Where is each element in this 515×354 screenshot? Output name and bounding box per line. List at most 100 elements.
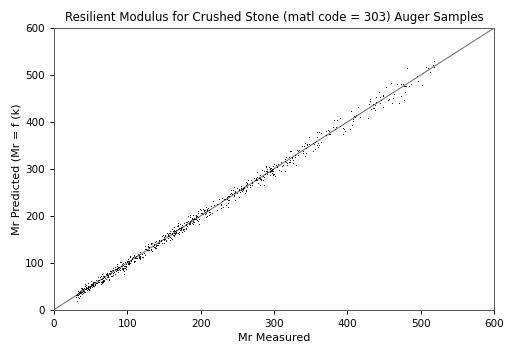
- Point: [160, 234, 168, 240]
- Point: [400, 83, 408, 88]
- Point: [188, 212, 197, 218]
- Point: [140, 250, 148, 256]
- Point: [99, 279, 107, 285]
- Point: [131, 255, 139, 260]
- Point: [126, 254, 134, 259]
- Point: [224, 194, 232, 199]
- Point: [203, 207, 211, 213]
- Point: [151, 239, 159, 245]
- Point: [124, 261, 132, 267]
- Point: [222, 194, 231, 199]
- Point: [85, 286, 93, 292]
- Point: [317, 130, 325, 136]
- Point: [113, 263, 122, 269]
- Point: [145, 247, 153, 253]
- Point: [99, 275, 107, 281]
- Point: [192, 212, 200, 218]
- Point: [369, 105, 377, 111]
- Point: [144, 244, 152, 250]
- Point: [176, 221, 184, 227]
- Point: [266, 168, 274, 174]
- Point: [80, 289, 89, 295]
- Point: [76, 290, 84, 295]
- Point: [371, 102, 379, 108]
- Point: [195, 216, 203, 222]
- Point: [163, 232, 171, 238]
- Point: [80, 289, 89, 295]
- Point: [180, 220, 188, 225]
- Point: [240, 185, 248, 190]
- Point: [299, 149, 307, 154]
- Point: [401, 83, 409, 88]
- Point: [75, 289, 83, 295]
- Point: [287, 148, 295, 154]
- Point: [194, 218, 202, 224]
- Point: [107, 268, 115, 274]
- Point: [118, 267, 127, 272]
- Point: [126, 253, 134, 259]
- Point: [205, 212, 213, 218]
- Point: [132, 253, 140, 259]
- Point: [171, 227, 180, 233]
- Point: [157, 238, 165, 244]
- Point: [180, 229, 188, 234]
- Point: [222, 202, 231, 207]
- Point: [277, 168, 285, 173]
- Point: [162, 238, 170, 244]
- Point: [176, 225, 184, 231]
- Point: [124, 258, 132, 264]
- Point: [117, 259, 126, 265]
- Point: [130, 258, 139, 264]
- Point: [288, 157, 297, 163]
- Point: [176, 227, 184, 233]
- Point: [105, 277, 113, 282]
- Point: [77, 289, 85, 295]
- Point: [88, 282, 96, 287]
- Point: [190, 219, 198, 225]
- Point: [317, 139, 325, 145]
- Point: [184, 221, 193, 226]
- Point: [265, 164, 273, 170]
- Point: [83, 285, 92, 291]
- Point: [189, 222, 197, 227]
- Point: [341, 128, 349, 133]
- Point: [182, 225, 191, 231]
- Point: [177, 224, 185, 230]
- Point: [239, 186, 248, 192]
- Point: [229, 184, 237, 190]
- Point: [278, 164, 286, 169]
- Point: [178, 222, 186, 228]
- Point: [340, 126, 349, 131]
- Point: [169, 233, 177, 238]
- Point: [266, 170, 274, 175]
- Point: [149, 244, 158, 249]
- Point: [189, 212, 197, 217]
- Point: [157, 237, 165, 243]
- Point: [125, 261, 133, 267]
- Point: [160, 237, 168, 242]
- Point: [267, 169, 275, 174]
- Point: [84, 284, 93, 289]
- Point: [177, 225, 185, 230]
- Point: [331, 126, 339, 132]
- Point: [144, 241, 152, 247]
- Point: [175, 231, 183, 237]
- Point: [187, 216, 196, 222]
- Point: [135, 252, 143, 258]
- Point: [161, 232, 169, 238]
- Point: [145, 245, 153, 250]
- Point: [130, 258, 139, 264]
- Point: [119, 272, 128, 277]
- Point: [111, 266, 119, 272]
- Point: [252, 177, 260, 182]
- Point: [74, 294, 82, 300]
- Point: [81, 285, 90, 291]
- Point: [125, 258, 133, 264]
- Point: [193, 217, 201, 223]
- Point: [154, 241, 162, 246]
- Point: [151, 245, 159, 251]
- Point: [159, 232, 167, 238]
- Point: [185, 222, 194, 227]
- Point: [122, 264, 130, 269]
- Point: [109, 269, 117, 275]
